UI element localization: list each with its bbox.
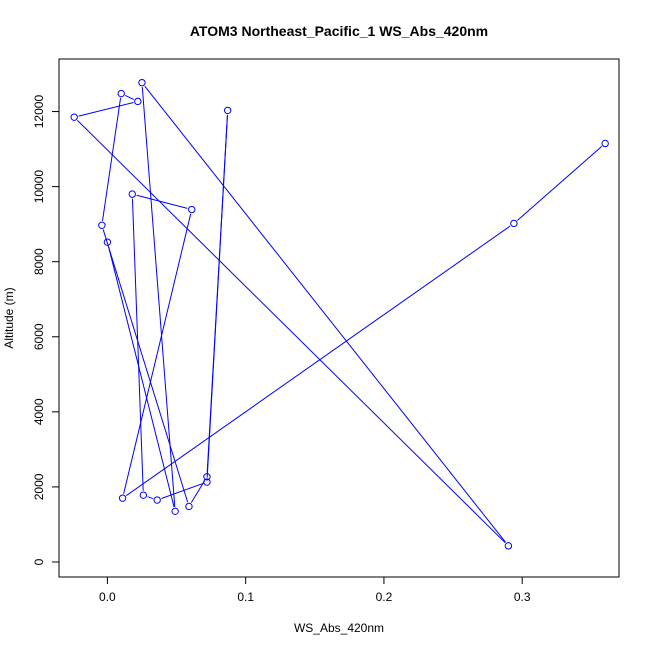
series-segment xyxy=(206,114,228,473)
x-tick-label: 0.2 xyxy=(376,590,393,604)
y-tick-label: 2000 xyxy=(32,473,46,500)
y-tick-label: 8000 xyxy=(32,248,46,275)
data-point xyxy=(171,507,179,516)
data-point xyxy=(117,89,125,98)
series-segment xyxy=(78,102,134,117)
series-segment xyxy=(516,146,603,221)
y-axis: 0 2000 4000 6000 8000 10000 12000 xyxy=(32,95,60,565)
series-segment xyxy=(161,483,203,499)
data-point xyxy=(153,496,161,504)
series-points-group xyxy=(70,78,609,550)
chart-title: ATOM3 Northeast_Pacific_1 WS_Abs_420nm xyxy=(190,23,488,39)
data-point xyxy=(510,219,518,228)
data-point xyxy=(601,139,609,148)
series-segment xyxy=(190,480,206,503)
y-tick-label: 6000 xyxy=(32,323,46,350)
data-point xyxy=(128,190,136,198)
data-point xyxy=(504,542,513,550)
series-segment xyxy=(125,95,134,100)
data-point xyxy=(138,78,146,87)
series-segment xyxy=(102,97,122,221)
series-segment xyxy=(136,194,188,209)
data-point xyxy=(118,494,127,502)
data-point xyxy=(70,113,78,121)
y-axis-label: Altitude (m) xyxy=(2,287,16,348)
data-point xyxy=(203,473,211,481)
y-tick-label: 4000 xyxy=(32,398,46,425)
data-point xyxy=(223,106,232,115)
series-segment xyxy=(144,85,506,543)
data-point xyxy=(185,502,193,511)
x-axis: 0.0 0.1 0.2 0.3 xyxy=(99,576,531,604)
series-segment xyxy=(108,246,175,508)
y-tick-label: 10000 xyxy=(32,170,46,204)
y-tick-label: 12000 xyxy=(32,95,46,129)
series-segment xyxy=(126,225,511,496)
data-point xyxy=(139,491,148,499)
data-point xyxy=(188,205,196,214)
data-point xyxy=(103,238,112,246)
data-point xyxy=(203,478,211,486)
x-tick-label: 0.1 xyxy=(237,590,254,604)
series-segment xyxy=(102,229,189,503)
series-line-group xyxy=(77,85,603,544)
series-segment xyxy=(123,213,192,494)
x-tick-label: 0.0 xyxy=(99,590,116,604)
series-segment xyxy=(141,87,176,507)
series-segment xyxy=(147,496,154,500)
series-segment xyxy=(77,119,506,544)
x-tick-label: 0.3 xyxy=(514,590,531,604)
y-tick-label: 0 xyxy=(32,558,46,565)
x-axis-label: WS_Abs_420nm xyxy=(294,621,384,635)
data-point xyxy=(134,97,142,106)
series-segment xyxy=(131,198,144,491)
data-point xyxy=(98,221,106,229)
